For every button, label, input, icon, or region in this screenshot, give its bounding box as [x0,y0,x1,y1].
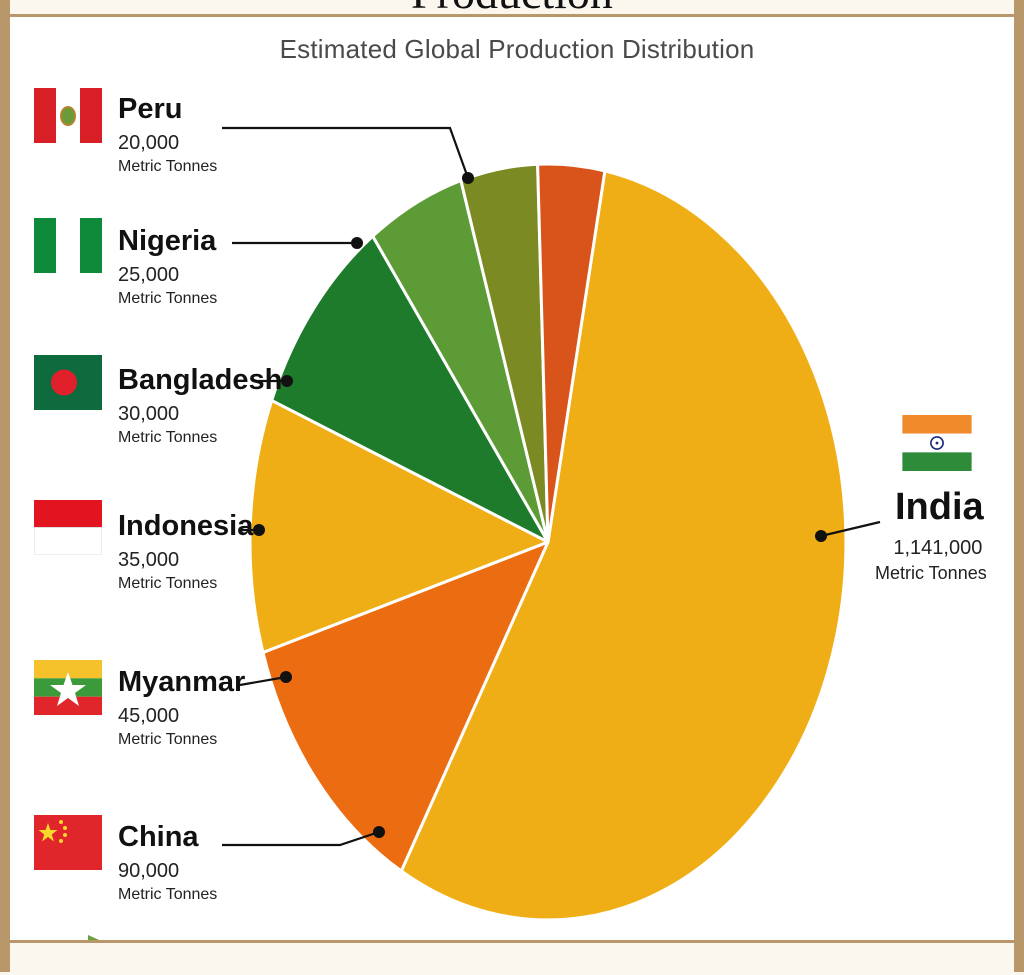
slice-name: Indonesia [118,510,254,542]
slice-name: Nigeria [118,225,217,257]
slice-name: Bangladesh [118,364,283,396]
slice-value: 45,000 [118,705,180,727]
slice-value: 1,141,000 [893,537,983,559]
leader-dot-bangladesh [281,375,293,387]
slice-value: 20,000 [118,132,180,154]
leader-line-india [820,520,881,538]
slice-label-nigeria: Nigeria 25,000 Metric Tonnes [118,227,217,307]
nigeria-flag-icon [34,218,102,278]
chart-subtitle: Estimated Global Production Distribution [279,34,755,64]
pie-slice-myanmar [248,398,550,654]
pie-slice-indonesia [270,234,550,544]
header-band: Production [0,0,1024,17]
slice-label-myanmar: Myanmar 45,000 Metric Tonnes [118,668,245,748]
slice-label-indonesia: Indonesia 35,000 Metric Tonnes [118,512,253,592]
pie-slice-china [261,540,550,873]
leader-dot-indonesia [253,524,265,536]
slice-value: 30,000 [118,403,180,425]
china-flag-icon [34,815,102,875]
slice-unit: Metric Tonnes [118,158,218,175]
slice-name: India [895,486,984,528]
slice-name: Peru [118,93,183,125]
slice-unit: Metric Tonnes [118,575,218,592]
slice-unit: Metric Tonnes [875,563,987,583]
leader-line-myanmar [239,675,287,687]
slice-unit: Metric Tonnes [118,886,218,903]
leader-dot-india [815,530,827,542]
myanmar-flag-icon [34,660,102,720]
peru-flag-icon [34,88,102,148]
slice-label-bangladesh: Bangladesh 30,000 Metric Tonnes [118,366,282,446]
leader-dot-peru [462,172,474,184]
slice-label-peru: Peru 20,000 Metric Tonnes [118,95,217,175]
page-title: Production [0,0,1024,14]
slice-value: 35,000 [118,549,180,571]
slice-label-china: China 90,000 Metric Tonnes [118,823,217,903]
slice-name: China [118,821,199,853]
leader-dot-nigeria [351,237,363,249]
leader-line-peru [222,126,470,179]
slice-unit: Metric Tonnes [118,290,218,307]
slice-label-india: India 1,141,000 Metric Tonnes [875,486,987,582]
bangladesh-flag-icon [34,355,102,415]
leader-dot-myanmar [280,671,292,683]
leader-line-china [222,830,380,847]
india-flag-icon [897,415,977,476]
slice-value: 25,000 [118,264,180,286]
footer-band [0,940,1024,975]
slice-name: Myanmar [118,666,246,698]
slice-unit: Metric Tonnes [118,429,218,446]
pie-slice-peru [536,162,607,544]
pie-slice-india [399,169,848,922]
leader-dot-china [373,826,385,838]
indonesia-flag-icon [33,500,103,560]
slice-value: 90,000 [118,860,180,882]
slice-unit: Metric Tonnes [118,731,218,748]
